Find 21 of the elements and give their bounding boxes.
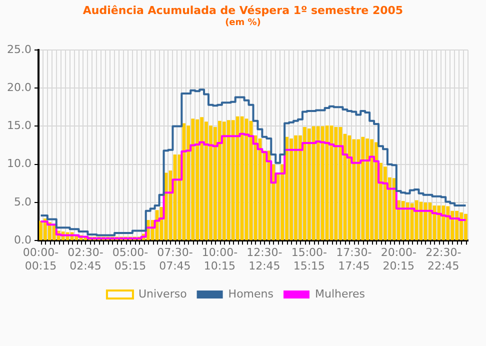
y-tick-label: 25.0: [6, 42, 32, 56]
x-tick-label: 00:00-00:15: [22, 246, 59, 272]
legend-label: Homens: [228, 287, 274, 300]
y-tick-label: 10.0: [6, 157, 32, 170]
y-tick-label: 15.0: [6, 119, 32, 132]
legend-label: Universo: [138, 287, 188, 300]
y-tick-label: 5.0: [14, 195, 32, 208]
x-tick-label: 20:00-20:15: [380, 246, 417, 272]
y-tick-label: 20.0: [6, 80, 32, 94]
x-tick-label: 12:30-12:45: [246, 246, 282, 272]
x-tick-label: 17:30-17:45: [336, 246, 372, 272]
x-tick-label: 02:30-02:45: [68, 246, 104, 272]
legend-label: Mulheres: [314, 287, 366, 300]
x-tick-label: 22:30-22:45: [426, 246, 462, 272]
x-tick-label: 10:00-10:15: [202, 246, 238, 272]
y-tick-label: 0.0: [14, 233, 32, 246]
chart-title: Audiência Acumulada de Véspera 1º semestre 2005: [82, 4, 404, 17]
chart-subtitle: (em %): [224, 17, 262, 30]
x-tick-label: 05:00-05:15: [112, 246, 148, 272]
x-tick-label: 07:30-07:45: [157, 246, 193, 272]
x-tick-label: 15:00-15:15: [291, 246, 328, 272]
